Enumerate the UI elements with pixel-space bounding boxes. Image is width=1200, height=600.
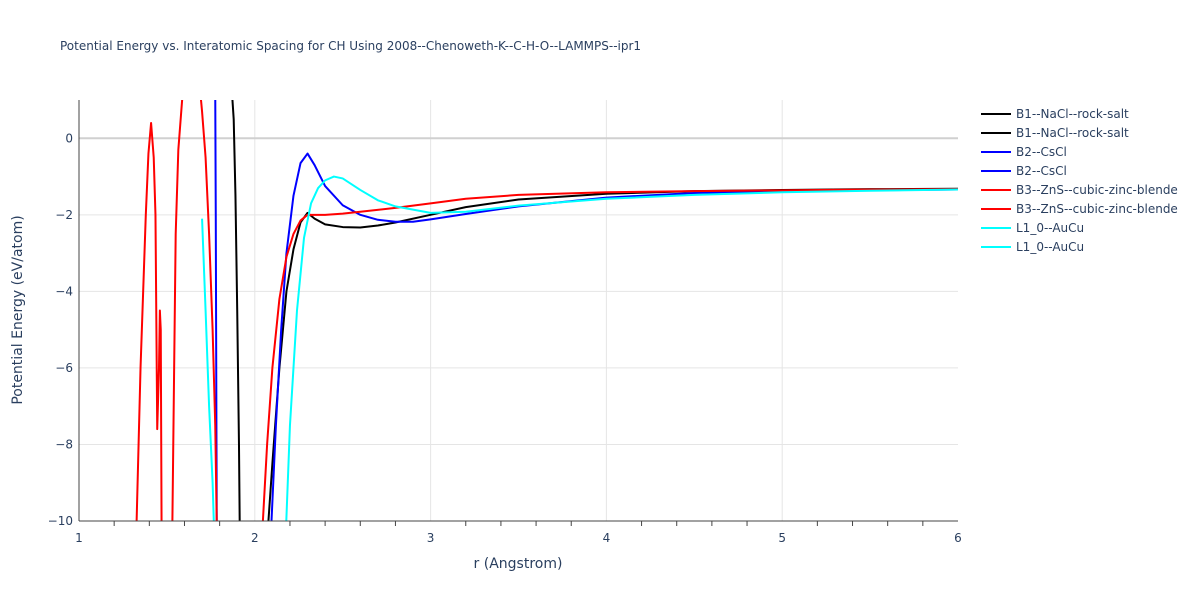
- series-line-4-segment-1: [171, 100, 184, 521]
- x-tick-label: 1: [75, 531, 83, 545]
- x-tick-label: 6: [954, 531, 962, 545]
- y-axis-title: Potential Energy (eV/atom): [10, 215, 26, 404]
- x-tick-label: 5: [778, 531, 786, 545]
- series-line-6-segment-1: [285, 175, 958, 521]
- legend-item-label[interactable]: B3--ZnS--cubic-zinc-blende: [1016, 183, 1178, 197]
- series-line-6-segment-0: [201, 218, 215, 521]
- chart-title: Potential Energy vs. Interatomic Spacing…: [60, 39, 641, 53]
- y-tick-label: −6: [55, 361, 73, 375]
- legend-item-label[interactable]: B1--NaCl--rock-salt: [1016, 107, 1129, 121]
- series-line-4-segment-3: [261, 188, 958, 521]
- x-axis-title: r (Angstrom): [474, 556, 563, 572]
- legend-item-label[interactable]: B2--CsCl: [1016, 145, 1067, 159]
- y-tick-label: −2: [55, 208, 73, 222]
- legend: B1--NaCl--rock-salt B1--NaCl--rock-salt B2…: [981, 107, 1178, 254]
- axes: 1 2 3 4 5 6 0 −2 −4 −6 −8 −10: [48, 100, 962, 545]
- y-tick-label: −8: [55, 437, 73, 451]
- legend-item-label[interactable]: B2--CsCl: [1016, 164, 1067, 178]
- legend-item-label[interactable]: L1_0--AuCu: [1016, 221, 1084, 235]
- series-line-2-segment-1: [270, 152, 958, 521]
- grid: [79, 100, 958, 521]
- series-line-0-segment-0: [231, 100, 241, 521]
- y-tick-label: 0: [65, 131, 73, 145]
- x-tick-label: 4: [603, 531, 611, 545]
- x-tick-label: 2: [251, 531, 259, 545]
- y-tick-label: −10: [48, 514, 73, 528]
- series-line-4-segment-2: [199, 100, 218, 521]
- x-tick-label: 3: [427, 531, 435, 545]
- series-line-4-segment-0: [135, 121, 163, 521]
- legend-item-label[interactable]: L1_0--AuCu: [1016, 240, 1084, 254]
- legend-item-label[interactable]: B3--ZnS--cubic-zinc-blende: [1016, 202, 1178, 216]
- plot-area: [135, 100, 958, 521]
- y-tick-label: −4: [55, 284, 73, 298]
- legend-item-label[interactable]: B1--NaCl--rock-salt: [1016, 126, 1129, 140]
